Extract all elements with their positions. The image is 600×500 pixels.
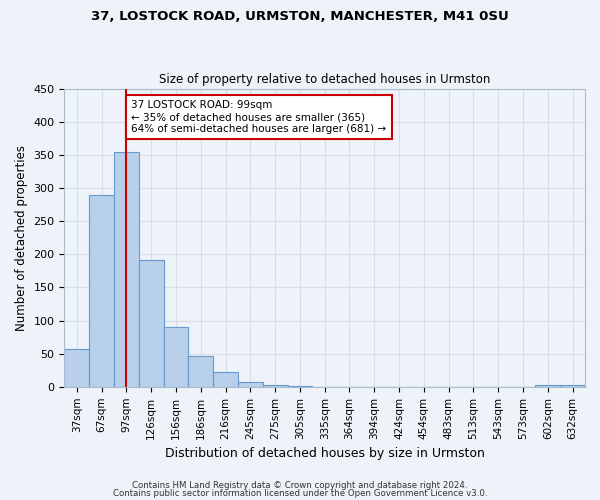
Bar [188,356,213,387]
Bar [238,382,263,387]
Text: 37, LOSTOCK ROAD, URMSTON, MANCHESTER, M41 0SU: 37, LOSTOCK ROAD, URMSTON, MANCHESTER, M… [91,10,509,23]
Y-axis label: Number of detached properties: Number of detached properties [15,144,28,330]
Text: Contains HM Land Registry data © Crown copyright and database right 2024.: Contains HM Land Registry data © Crown c… [132,481,468,490]
Text: 37 LOSTOCK ROAD: 99sqm
← 35% of detached houses are smaller (365)
64% of semi-de: 37 LOSTOCK ROAD: 99sqm ← 35% of detached… [131,100,386,134]
Bar [64,349,89,387]
Bar [164,327,188,387]
Bar [535,385,560,387]
Bar [213,372,238,387]
Bar [263,385,287,387]
Text: Contains public sector information licensed under the Open Government Licence v3: Contains public sector information licen… [113,488,487,498]
Bar [89,196,114,387]
X-axis label: Distribution of detached houses by size in Urmston: Distribution of detached houses by size … [165,447,485,460]
Bar [560,386,585,387]
Bar [114,152,139,387]
Bar [139,260,164,387]
Title: Size of property relative to detached houses in Urmston: Size of property relative to detached ho… [159,73,490,86]
Bar [287,386,313,387]
